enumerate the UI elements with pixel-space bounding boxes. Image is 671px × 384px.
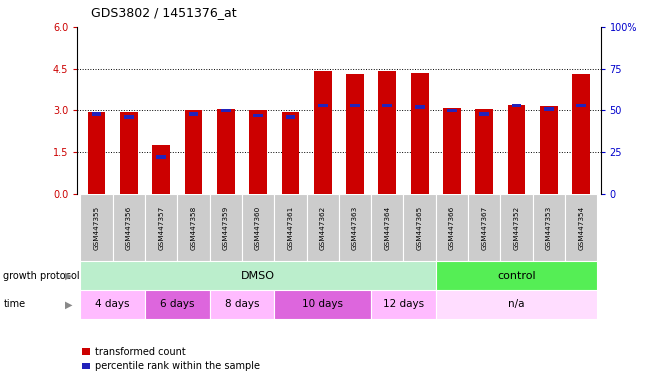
Bar — [318, 104, 327, 107]
Bar — [209, 290, 274, 319]
Text: 10 days: 10 days — [302, 299, 343, 310]
Text: 12 days: 12 days — [383, 299, 424, 310]
Bar — [242, 194, 274, 261]
Bar — [189, 112, 199, 116]
Bar — [185, 111, 203, 194]
Bar — [435, 261, 597, 290]
Bar — [177, 194, 209, 261]
Bar — [145, 290, 209, 319]
Bar — [378, 71, 396, 194]
Bar — [443, 108, 461, 194]
Bar — [152, 145, 170, 194]
Bar — [81, 290, 145, 319]
Bar — [533, 194, 565, 261]
Text: 4 days: 4 days — [95, 299, 130, 310]
Text: GSM447357: GSM447357 — [158, 205, 164, 250]
Text: ▶: ▶ — [65, 299, 72, 310]
Bar — [314, 71, 331, 194]
Text: GSM447363: GSM447363 — [352, 205, 358, 250]
Bar — [217, 109, 235, 194]
Text: GSM447361: GSM447361 — [287, 205, 293, 250]
Text: GSM447358: GSM447358 — [191, 205, 197, 250]
Text: GSM447352: GSM447352 — [513, 205, 519, 250]
Bar — [274, 194, 307, 261]
Bar — [339, 194, 371, 261]
Bar — [145, 194, 177, 261]
Bar — [371, 290, 435, 319]
Text: 8 days: 8 days — [225, 299, 259, 310]
Text: GSM447364: GSM447364 — [384, 205, 391, 250]
Bar — [512, 104, 521, 107]
Text: GSM447354: GSM447354 — [578, 205, 584, 250]
Bar — [81, 194, 113, 261]
Text: GSM447353: GSM447353 — [546, 205, 552, 250]
Bar — [501, 194, 533, 261]
Bar — [346, 74, 364, 194]
Text: DMSO: DMSO — [241, 270, 275, 281]
Bar — [253, 114, 263, 117]
Bar — [92, 112, 101, 116]
Text: growth protocol: growth protocol — [3, 270, 80, 281]
Bar — [403, 194, 435, 261]
Bar — [508, 105, 525, 194]
Bar — [435, 194, 468, 261]
Text: GSM447359: GSM447359 — [223, 205, 229, 250]
Bar — [382, 104, 393, 107]
Bar — [113, 194, 145, 261]
Bar — [156, 156, 166, 159]
Text: GSM447355: GSM447355 — [93, 205, 99, 250]
Bar — [221, 109, 231, 112]
Bar — [565, 194, 597, 261]
Text: ▶: ▶ — [65, 270, 72, 281]
Bar — [307, 194, 339, 261]
Bar — [479, 112, 489, 116]
Text: GSM447356: GSM447356 — [126, 205, 132, 250]
Bar — [576, 104, 586, 107]
Bar — [282, 112, 299, 194]
Bar — [475, 109, 493, 194]
Text: time: time — [3, 299, 25, 310]
Bar — [124, 115, 134, 119]
Text: control: control — [497, 270, 536, 281]
Legend: transformed count, percentile rank within the sample: transformed count, percentile rank withi… — [82, 347, 260, 371]
Text: GSM447362: GSM447362 — [319, 205, 325, 250]
Bar — [120, 112, 138, 194]
Bar — [468, 194, 501, 261]
Text: n/a: n/a — [509, 299, 525, 310]
Bar — [544, 107, 554, 111]
Bar — [371, 194, 403, 261]
Bar — [274, 290, 371, 319]
Bar — [572, 74, 590, 194]
Text: GSM447365: GSM447365 — [417, 205, 423, 250]
Bar — [285, 115, 295, 119]
Bar — [435, 290, 597, 319]
Bar — [249, 111, 267, 194]
Text: GDS3802 / 1451376_at: GDS3802 / 1451376_at — [91, 6, 236, 19]
Bar — [411, 73, 429, 194]
Text: GSM447366: GSM447366 — [449, 205, 455, 250]
Bar — [209, 194, 242, 261]
Bar — [415, 105, 425, 109]
Text: GSM447360: GSM447360 — [255, 205, 261, 250]
Text: 6 days: 6 days — [160, 299, 195, 310]
Bar — [540, 106, 558, 194]
Bar — [350, 104, 360, 107]
Bar — [88, 112, 105, 194]
Bar — [81, 261, 435, 290]
Bar — [447, 109, 457, 112]
Text: GSM447367: GSM447367 — [481, 205, 487, 250]
